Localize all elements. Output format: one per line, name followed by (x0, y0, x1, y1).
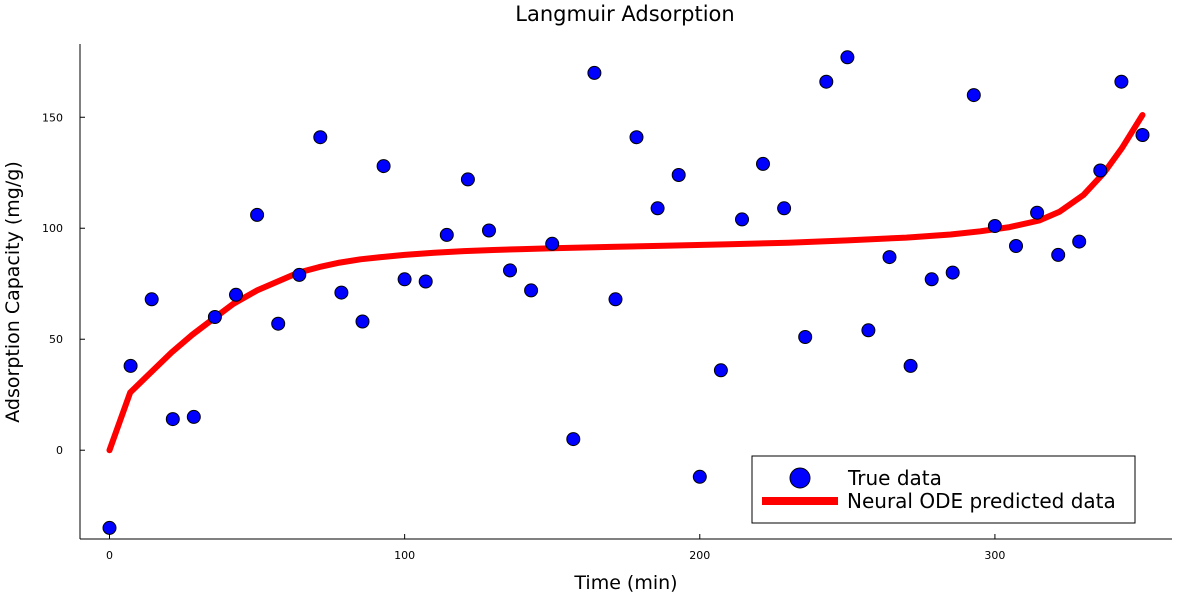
y-tick-label: 50 (49, 333, 63, 346)
data-point-true-data (439, 227, 454, 242)
data-point-true-data (1114, 74, 1129, 89)
data-point-true-data (903, 358, 918, 373)
data-point-true-data (1135, 128, 1150, 142)
series-line-neural-ode (106, 112, 1146, 454)
legend-box (751, 455, 1136, 524)
data-point-true-data (608, 292, 623, 307)
data-point-true-data (545, 236, 560, 251)
data-point-true-data (861, 323, 876, 338)
data-point-true-data (629, 130, 644, 145)
x-axis-label: Time (min) (573, 572, 677, 594)
data-point-true-data (165, 412, 180, 427)
y-tick-label: 150 (42, 111, 63, 124)
data-point-true-data (713, 363, 728, 378)
legend-label-neural-ode: Neural ODE predicted data (847, 489, 1116, 513)
y-tick-label: 0 (56, 444, 63, 457)
data-point-true-data (945, 265, 960, 280)
y-tick-label: 100 (42, 222, 63, 235)
x-tick-label: 300 (984, 549, 1005, 562)
data-point-true-data (397, 272, 412, 287)
data-point-true-data (966, 88, 981, 103)
plot-area (102, 50, 1150, 535)
data-point-true-data (524, 283, 539, 298)
data-point-true-data (186, 409, 201, 424)
data-point-true-data (144, 292, 159, 307)
data-point-true-data (671, 168, 686, 182)
x-ticks: 0 100 200 300 (106, 534, 1005, 562)
data-point-true-data (882, 250, 897, 265)
data-point-true-data (587, 65, 602, 80)
data-point-true-data (650, 201, 665, 216)
data-point-true-data (756, 156, 770, 171)
data-point-true-data (355, 314, 370, 329)
data-point-true-data (313, 130, 328, 145)
legend-marker-true-data (789, 467, 811, 489)
x-tick-label: 200 (689, 549, 710, 562)
y-axis-label: Adsorption Capacity (mg/g) (2, 161, 24, 422)
data-point-true-data (987, 219, 1002, 233)
data-point-true-data (482, 223, 496, 238)
data-point-true-data (1093, 163, 1108, 178)
data-point-true-data (840, 50, 855, 65)
data-point-true-data (418, 274, 433, 289)
data-point-true-data (503, 263, 517, 278)
data-point-true-data (1030, 205, 1045, 220)
data-point-true-data (1009, 239, 1023, 253)
data-point-true-data (819, 74, 834, 89)
data-point-true-data (123, 358, 138, 373)
data-point-true-data (777, 201, 792, 216)
data-point-true-data (566, 432, 581, 447)
x-tick-label: 100 (394, 549, 415, 562)
data-point-true-data (334, 285, 349, 300)
legend-label-true-data: True data (847, 466, 942, 490)
chart-title: Langmuir Adsorption (515, 2, 734, 26)
x-tick-label: 0 (106, 549, 113, 562)
data-point-true-data (376, 159, 391, 174)
data-point-true-data (1072, 234, 1087, 249)
y-ticks: 0 50 100 150 (42, 111, 85, 457)
data-point-true-data (250, 207, 265, 222)
data-point-true-data (229, 287, 243, 302)
data-point-true-data (102, 520, 117, 535)
data-point-true-data (735, 212, 749, 227)
data-point-true-data (207, 310, 222, 324)
data-point-true-data (798, 330, 813, 344)
data-point-true-data (1051, 247, 1066, 262)
legend: True data Neural ODE predicted data (751, 455, 1136, 524)
data-point-true-data (292, 267, 307, 282)
data-point-true-data (692, 469, 707, 484)
data-point-true-data (460, 172, 475, 187)
data-point-true-data (924, 272, 939, 287)
data-point-true-data (271, 316, 286, 331)
